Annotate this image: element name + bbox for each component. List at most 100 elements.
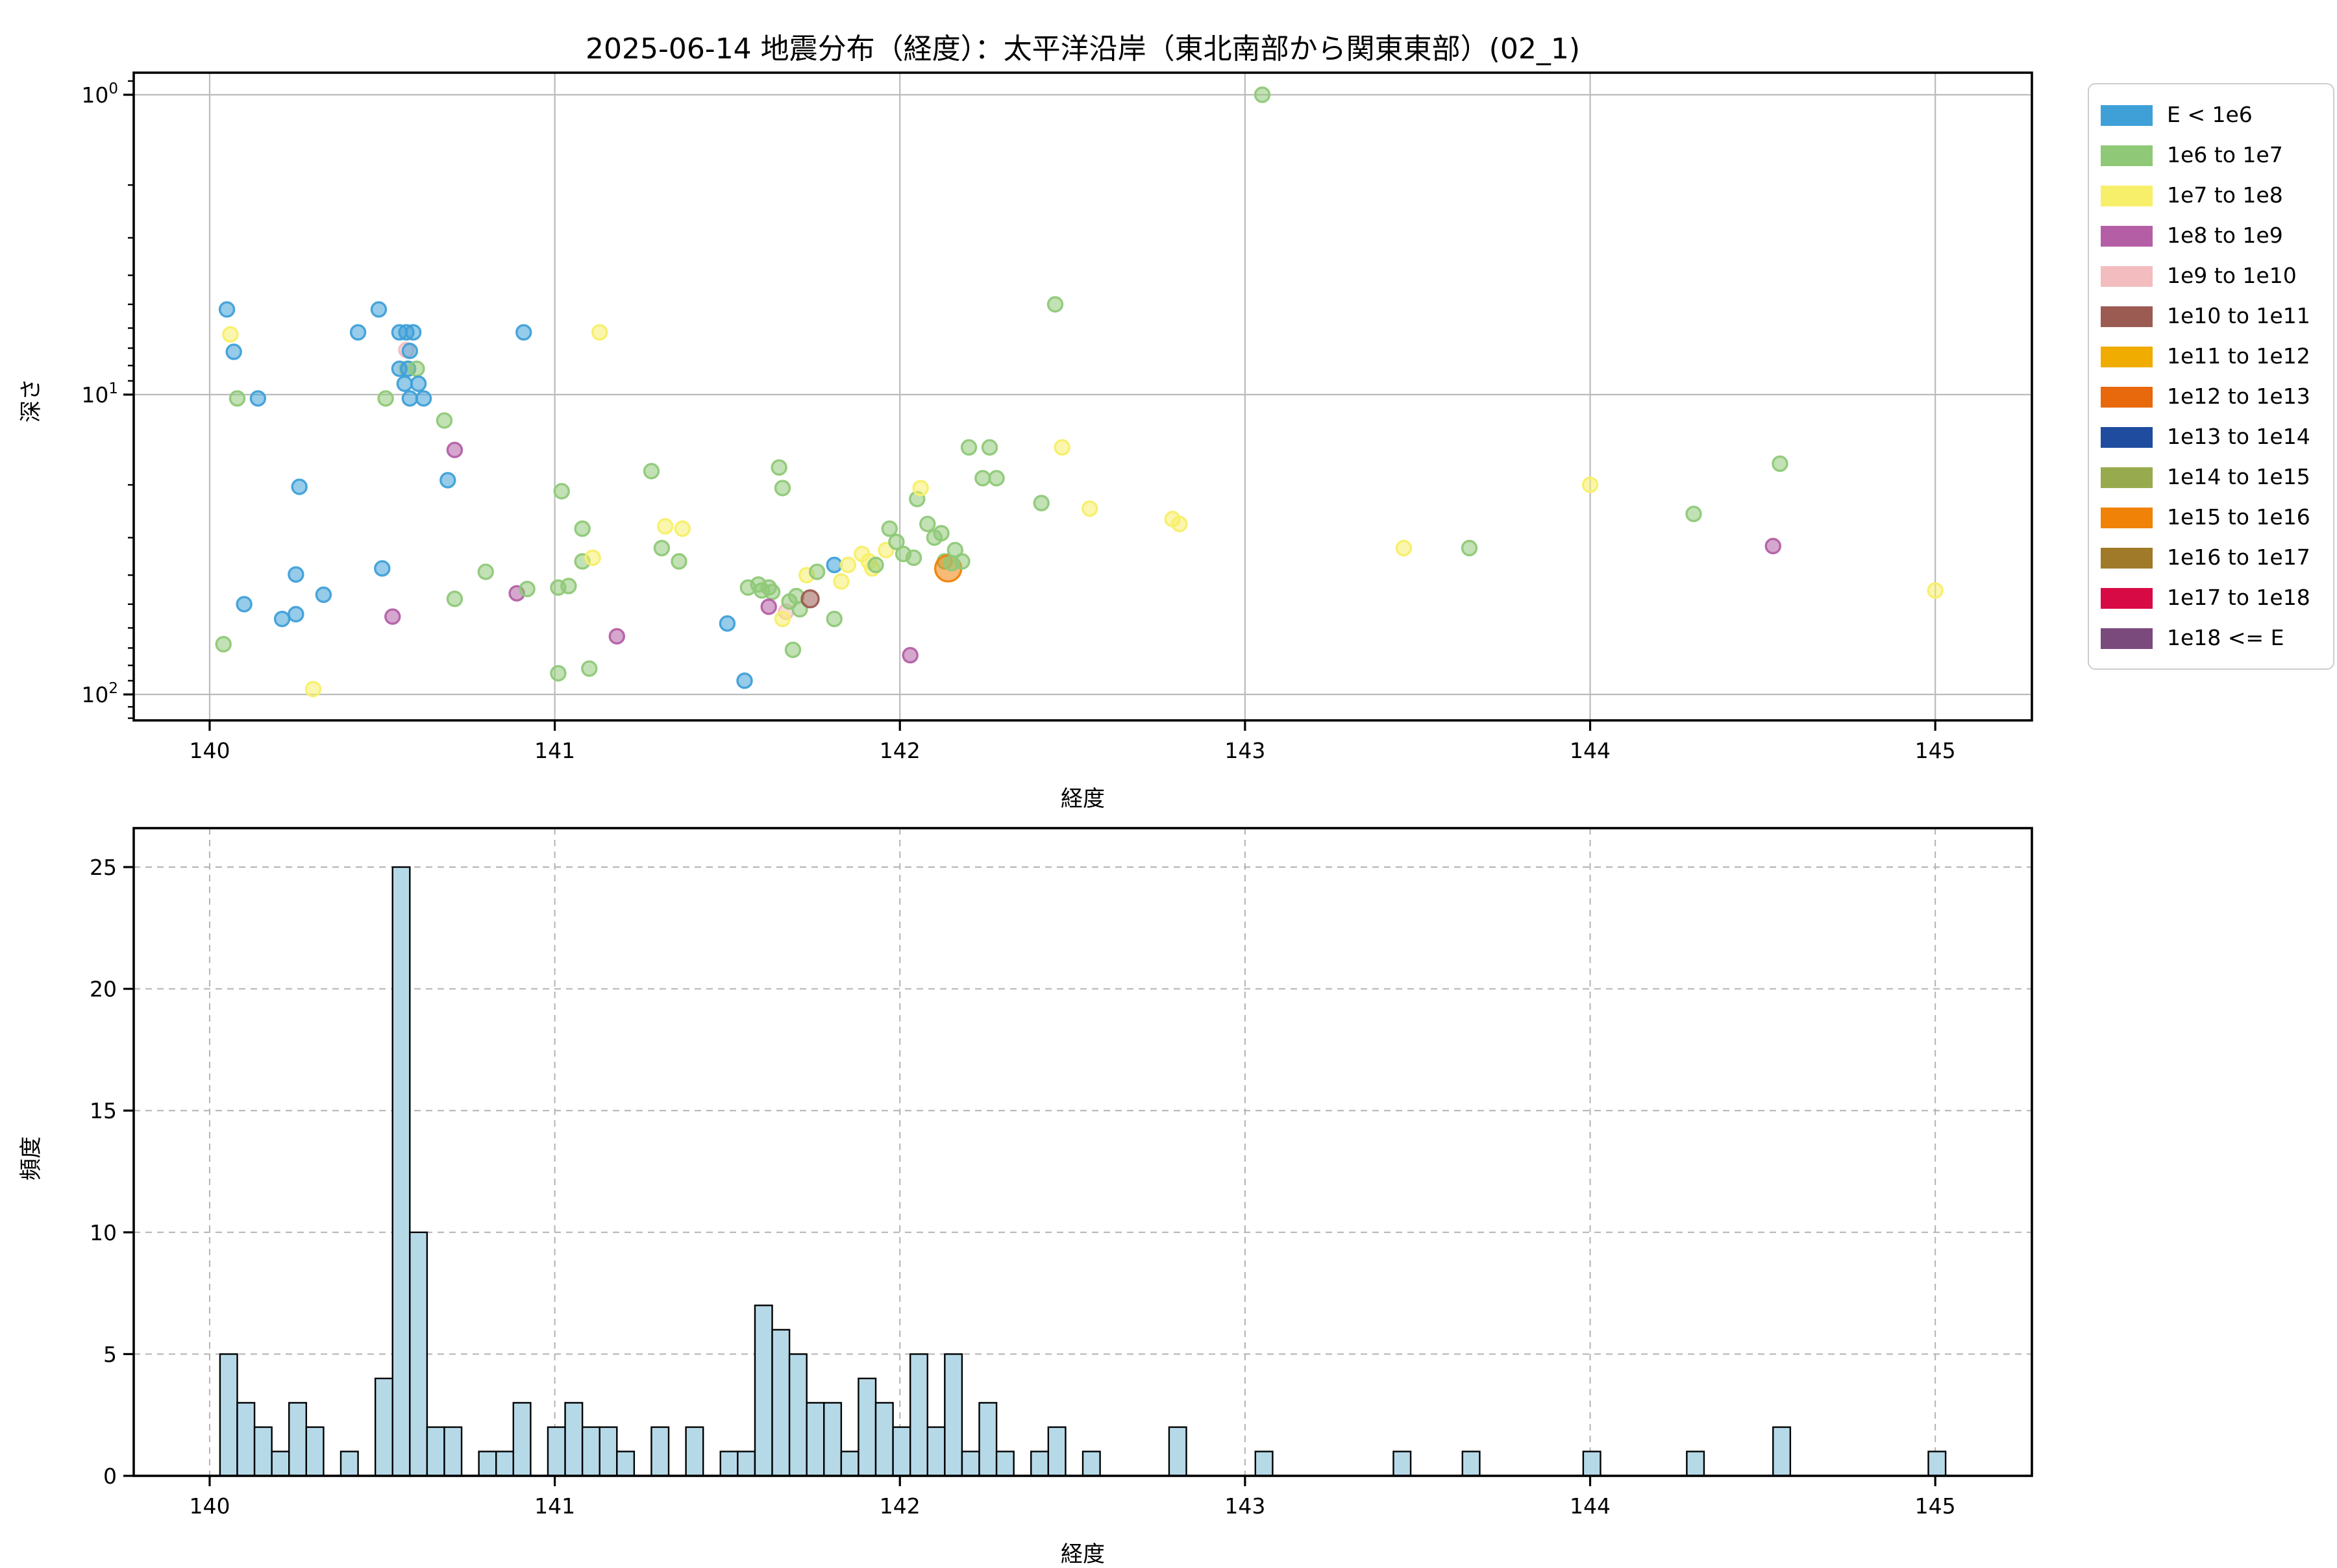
hist-ylabel: 頻度 [19,1136,45,1181]
hist-bar [305,1426,325,1477]
hist-bar [1047,1426,1067,1477]
scatter-point [446,441,464,459]
scatter-point [408,360,425,377]
scatter-point [288,566,304,583]
scatter-point [591,324,608,341]
legend-item: E < 1e6 [2101,95,2320,135]
scatter-point [946,541,963,559]
hist-bar [616,1451,636,1477]
hist-ytick-label: 0 [103,1464,117,1489]
scatter-point [881,520,898,537]
scatter-point [401,342,419,360]
hist-bar [1030,1451,1050,1477]
hist-bar [771,1329,791,1477]
scatter-point [912,480,929,496]
top-ytick-label: 102 [81,680,118,707]
hist-bar [944,1353,963,1477]
scatter-point [1685,506,1702,522]
scatter-point [560,578,577,594]
scatter-point [225,343,242,360]
scatter-point [826,556,843,574]
hist-bar [391,866,411,1477]
legend-item: 1e16 to 1e17 [2101,537,2320,578]
scatter-point [839,556,857,574]
hist-xtick-label: 141 [534,1493,575,1519]
hist-bar [926,1426,946,1477]
hist-bar [581,1426,600,1477]
hist-bar [754,1305,773,1477]
hist-bar [719,1451,739,1477]
hist-ytick-label: 5 [103,1341,117,1367]
legend-swatch [2101,547,2153,568]
scatter-point [671,553,687,570]
hist-xtick-label: 145 [1915,1493,1956,1519]
top-plot-frame [132,71,2033,722]
scatter-point [988,470,1005,487]
scatter-point [370,301,388,318]
legend-label: E < 1e6 [2167,103,2253,127]
scatter-point [229,390,246,407]
legend-swatch [2101,225,2153,246]
scatter-point [1461,539,1478,557]
hist-bar [823,1402,843,1477]
scatter-point [515,324,532,341]
scatter-point [719,615,736,632]
hist-bar [478,1451,497,1477]
top-xtick-label: 140 [189,738,230,763]
hist-ytick-label: 20 [90,977,117,1002]
scatter-point [867,556,884,574]
legend-swatch [2101,386,2153,407]
scatter-point [519,580,536,598]
legend-swatch [2101,426,2153,447]
top-xtick-label: 142 [880,738,921,763]
hist-bar [995,1451,1015,1477]
scatter-point [960,439,978,456]
scatter-point [933,524,950,542]
scatter-point [653,539,671,557]
legend-item: 1e18 <= E [2101,618,2320,658]
hist-bar [788,1353,808,1477]
legend-label: 1e13 to 1e14 [2167,424,2310,449]
legend-label: 1e8 to 1e9 [2167,223,2283,248]
scatter-point [249,390,267,407]
scatter-point [774,610,791,628]
scatter-point [1054,439,1070,456]
legend-swatch [2101,104,2153,125]
hist-bar [219,1353,238,1477]
scatter-point [415,390,432,407]
top-ytick-label: 100 [81,80,118,108]
legend-item: 1e10 to 1e11 [2101,296,2320,336]
scatter-point [974,470,991,487]
legend-item: 1e15 to 1e16 [2101,497,2320,537]
scatter-point [349,324,367,341]
hist-bar [253,1426,273,1477]
scatter-point [553,483,570,500]
hist-bar [840,1451,859,1477]
legend-label: 1e17 to 1e18 [2167,585,2310,610]
scatter-point [574,520,591,537]
hist-bar [547,1426,566,1477]
top-xtick-label: 144 [1570,738,1611,763]
scatter-point [657,518,674,535]
scatter-point [760,598,777,615]
hist-bar [961,1451,980,1477]
legend-swatch [2101,346,2153,367]
scatter-point [791,601,808,618]
scatter-point [981,439,998,456]
scatter-point [1046,296,1064,313]
legend-label: 1e9 to 1e10 [2167,263,2297,288]
legend-swatch [2101,145,2153,165]
hist-bar [737,1451,756,1477]
hist-xtick-label: 142 [880,1493,921,1519]
legend-box: E < 1e6 1e6 to 1e7 1e7 to 1e8 1e8 to 1e9 1e9… [2088,83,2334,670]
legend-label: 1e16 to 1e17 [2167,545,2310,570]
hist-ytick-label: 15 [90,1098,117,1123]
hist-bar [340,1451,359,1477]
scatter-point [477,563,494,580]
scatter-point [774,480,791,496]
legend-item: 1e14 to 1e15 [2101,457,2320,497]
legend-item: 1e12 to 1e13 [2101,376,2320,417]
scatter-point [784,641,802,658]
legend-label: 1e14 to 1e15 [2167,465,2310,489]
